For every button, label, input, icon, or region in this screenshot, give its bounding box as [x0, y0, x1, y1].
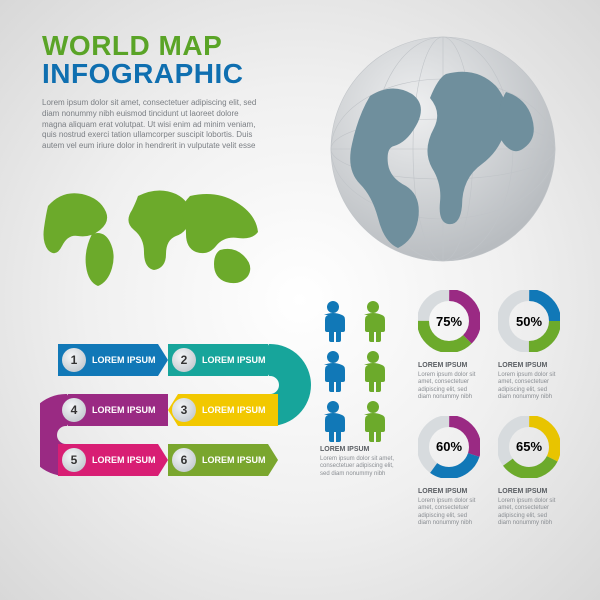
donut-cap-body: Lorem ipsum dolor sit amet, consectetuer…: [498, 372, 555, 401]
svg-text:1: 1: [71, 353, 78, 367]
donut-cap-body: Lorem ipsum dolor sit amet, consectetuer…: [418, 372, 475, 401]
people-caption: LOREM IPSUM Lorem ipsum dolor sit amet, …: [320, 446, 405, 478]
svg-text:LOREM IPSUM: LOREM IPSUM: [92, 405, 156, 415]
process-ribbon: 1 2 4 3 5 6 LOREM IPSUM LOREM IPSUM LOREM IPSUM…: [40, 338, 320, 518]
donut-pct-label: 60%: [418, 416, 480, 478]
person-icon: [318, 350, 348, 392]
person-icon: [358, 300, 388, 342]
world-map-flat: [40, 178, 270, 298]
donut-cap-title: LOREM IPSUM: [418, 362, 480, 371]
donut-chart: 50%: [498, 290, 560, 352]
donut-cap-title: LOREM IPSUM: [418, 488, 480, 497]
people-caption-body: Lorem ipsum dolor sit amet, consectetuer…: [320, 456, 394, 477]
donut-pct-label: 75%: [418, 290, 480, 352]
donut-cap-body: Lorem ipsum dolor sit amet, consectetuer…: [498, 498, 555, 527]
person-icon: [358, 400, 388, 442]
donut-pct-label: 50%: [498, 290, 560, 352]
donut-chart: 75%: [418, 290, 480, 352]
donut-chart: 65%: [498, 416, 560, 478]
donut-charts: 75% 50% LOREM IPSUMLorem ipsum dolor sit…: [418, 290, 578, 528]
people-caption-title: LOREM IPSUM: [320, 446, 405, 455]
donut-pct-label: 65%: [498, 416, 560, 478]
donut-cap-title: LOREM IPSUM: [498, 362, 560, 371]
globe-graphic: [328, 34, 558, 264]
intro-paragraph: Lorem ipsum dolor sit amet, consectetuer…: [42, 98, 257, 152]
svg-text:6: 6: [181, 453, 188, 467]
svg-text:4: 4: [71, 403, 78, 417]
svg-text:5: 5: [71, 453, 78, 467]
svg-text:LOREM IPSUM: LOREM IPSUM: [202, 405, 266, 415]
people-icons: [318, 300, 408, 450]
svg-text:LOREM IPSUM: LOREM IPSUM: [92, 455, 156, 465]
donut-cap-body: Lorem ipsum dolor sit amet, consectetuer…: [418, 498, 475, 527]
title-block: WORLD MAP INFOGRAPHIC: [42, 30, 244, 90]
svg-text:3: 3: [181, 403, 188, 417]
svg-text:LOREM IPSUM: LOREM IPSUM: [202, 455, 266, 465]
donut-chart: 60%: [418, 416, 480, 478]
svg-text:LOREM IPSUM: LOREM IPSUM: [92, 355, 156, 365]
person-icon: [318, 300, 348, 342]
donut-cap-title: LOREM IPSUM: [498, 488, 560, 497]
svg-text:LOREM IPSUM: LOREM IPSUM: [202, 355, 266, 365]
person-icon: [358, 350, 388, 392]
svg-text:2: 2: [181, 353, 188, 367]
title-line2: INFOGRAPHIC: [42, 58, 244, 90]
person-icon: [318, 400, 348, 442]
